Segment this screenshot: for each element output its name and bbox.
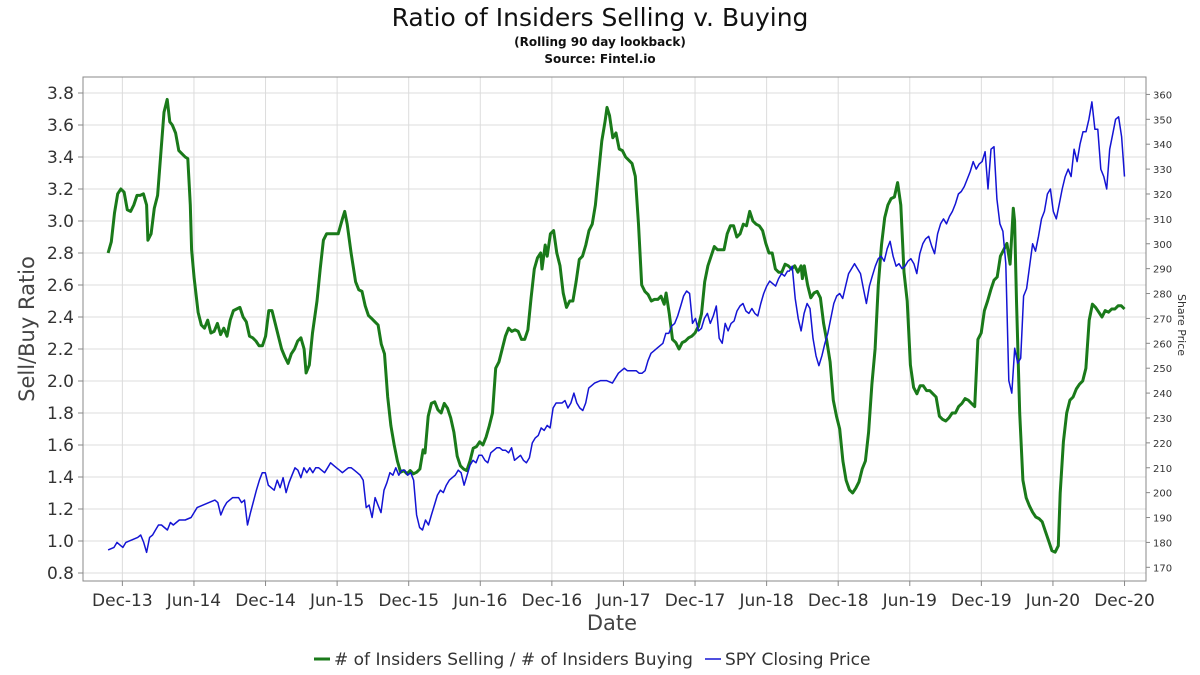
y2-tick-label: 330 [1153,165,1172,176]
y2-tick-label: 300 [1153,240,1172,251]
y2-tick-label: 320 [1153,190,1172,201]
x-tick-label: Dec-14 [235,591,296,611]
x-tick-label: Jun-19 [882,591,937,611]
y2-tick-label: 280 [1153,290,1172,301]
chart-title: Ratio of Insiders Selling v. Buying [392,3,809,32]
x-tick-label: Jun-14 [166,591,221,611]
legend-label-spy: SPY Closing Price [725,650,870,670]
x-tick-label: Dec-16 [522,591,583,611]
y-tick-label: 0.8 [47,564,74,584]
y-tick-label: 1.2 [47,500,74,520]
y-tick-label: 3.2 [47,180,74,200]
y2-tick-label: 250 [1153,364,1172,375]
y2-tick-label: 260 [1153,339,1172,350]
spy-price-line [107,101,1126,554]
x-tick-label: Jun-17 [595,591,650,611]
x-tick-label: Dec-15 [378,591,439,611]
y2-tick-label: 350 [1153,115,1172,126]
x-tick-label: Jun-16 [452,591,507,611]
x-tick-label: Dec-20 [1094,591,1155,611]
plot-area-border [82,76,1147,582]
y2-axis-label: Share Price [1175,294,1188,356]
y-tick-label: 2.0 [47,372,74,392]
y-tick-label: 3.8 [47,84,74,104]
y-tick-label: 1.6 [47,436,74,456]
y-tick-label: 2.8 [47,244,74,264]
y-axis-label: Sell/Buy Ratio [15,256,39,402]
y2-tick-label: 270 [1153,314,1172,325]
legend-label-ratio: # of Insiders Selling / # of Insiders Bu… [334,650,693,670]
y2-tick-label: 200 [1153,489,1172,500]
y2-tick-label: 310 [1153,215,1172,226]
chart-source: Source: Fintel.io [544,52,655,66]
y2-tick-label: 220 [1153,439,1172,450]
x-tick-label: Dec-18 [808,591,869,611]
x-tick-label: Jun-15 [309,591,364,611]
y-tick-label: 2.4 [47,308,74,328]
y2-tick-label: 210 [1153,464,1172,475]
y-tick-label: 1.0 [47,532,74,552]
y2-tick-label: 240 [1153,389,1172,400]
y2-tick-label: 180 [1153,538,1172,549]
legend: # of Insiders Selling / # of Insiders Bu… [314,650,870,670]
x-axis-label: Date [587,611,637,635]
y2-tick-label: 230 [1153,414,1172,425]
y-tick-label: 1.4 [47,468,74,488]
y2-tick-label: 340 [1153,140,1172,151]
x-tick-label: Dec-17 [665,591,726,611]
y-tick-label: 3.0 [47,212,74,232]
x-tick-label: Dec-13 [92,591,153,611]
y-tick-label: 2.6 [47,276,74,296]
grid-layer [83,77,1146,581]
y2-tick-label: 190 [1153,514,1172,525]
y2-tick-label: 170 [1153,563,1172,574]
y-tick-label: 3.4 [47,148,74,168]
y-tick-label: 2.2 [47,340,74,360]
y2-tick-label: 360 [1153,90,1172,101]
x-tick-label: Jun-20 [1025,591,1080,611]
y2-tick-label: 290 [1153,265,1172,276]
x-tick-label: Dec-19 [951,591,1012,611]
sell-buy-ratio-line [106,97,1126,554]
y-tick-label: 1.8 [47,404,74,424]
x-tick-label: Jun-18 [738,591,793,611]
chart-subtitle: (Rolling 90 day lookback) [514,35,686,49]
y-tick-label: 3.6 [47,116,74,136]
series-layer [106,97,1126,554]
ticks-layer: 0.8 1.0 1.2 1.4 1.6 1.8 2.0 2.2 2.4 2.6 2.8 3.0 3.2 3… [47,84,1172,611]
